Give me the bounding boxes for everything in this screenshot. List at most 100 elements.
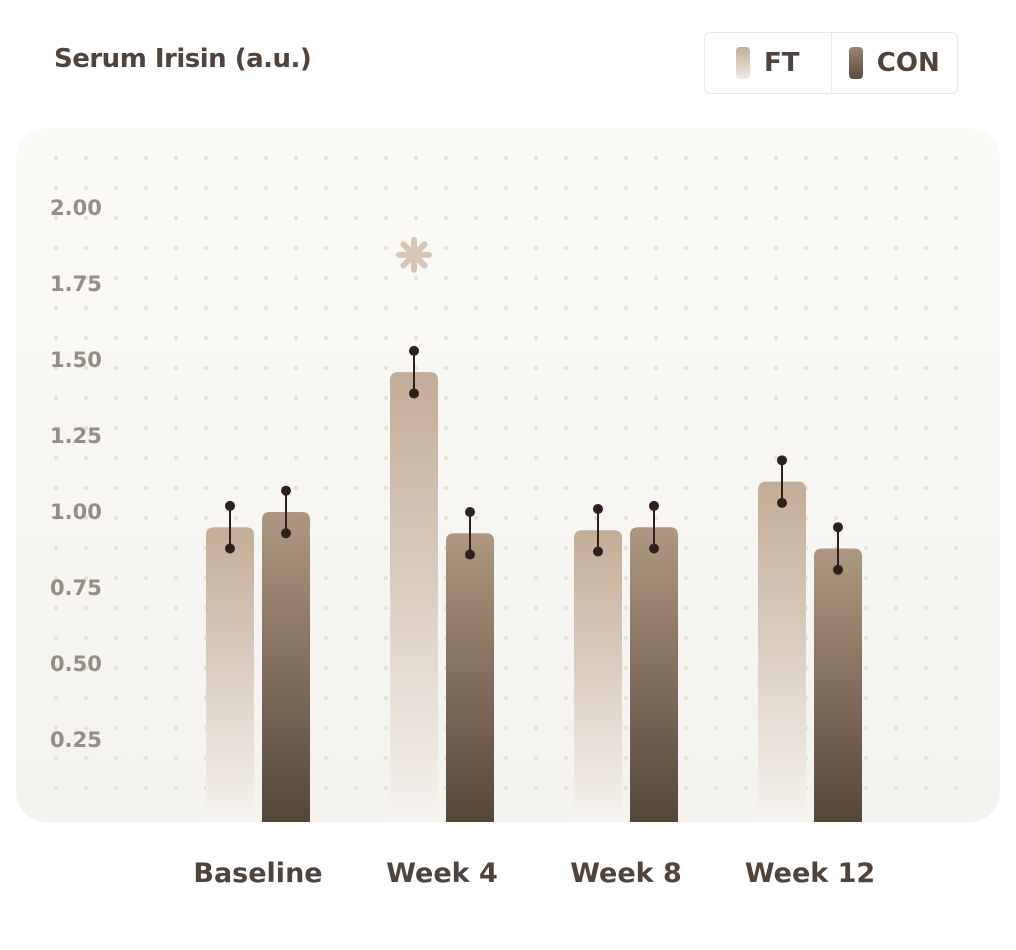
grid-dot: [923, 755, 929, 761]
grid-dot: [53, 305, 59, 311]
error-cap-bottom: [649, 543, 659, 554]
significance-star-icon: [396, 236, 432, 273]
bar-group-ft: [206, 500, 254, 822]
grid-dot: [53, 545, 59, 551]
bar-ft[interactable]: [206, 527, 254, 822]
grid-dot: [323, 545, 329, 551]
bar-con[interactable]: [262, 512, 310, 822]
grid-dot: [503, 605, 509, 611]
bar-ft[interactable]: [574, 530, 622, 822]
bar-con[interactable]: [630, 527, 678, 822]
grid-dot: [353, 635, 359, 641]
bar-con[interactable]: [446, 533, 494, 822]
grid-dot: [773, 455, 779, 461]
grid-dot: [683, 215, 689, 221]
grid-dot: [863, 365, 869, 371]
grid-dot: [443, 365, 449, 371]
grid-dot: [953, 515, 959, 521]
bar-con[interactable]: [814, 548, 862, 822]
grid-dot: [743, 425, 749, 431]
grid-dot: [533, 365, 539, 371]
chart-title: Serum Irisin (a.u.): [54, 44, 312, 74]
grid-dot: [173, 575, 179, 581]
grid-dot: [263, 455, 269, 461]
grid-dot: [833, 215, 839, 221]
grid-dot: [533, 455, 539, 461]
grid-dot: [263, 185, 269, 191]
grid-dot: [173, 275, 179, 281]
grid-dot: [563, 425, 569, 431]
grid-dot: [443, 485, 449, 491]
grid-dot: [623, 785, 629, 791]
grid-dot: [143, 515, 149, 521]
grid-dot: [503, 755, 509, 761]
grid-dot: [653, 395, 659, 401]
grid-dot: [563, 545, 569, 551]
grid-dot: [863, 185, 869, 191]
grid-dot: [683, 395, 689, 401]
grid-dot: [923, 785, 929, 791]
grid-dot: [953, 605, 959, 611]
grid-dot: [503, 305, 509, 311]
grid-dot: [893, 665, 899, 671]
legend: FT CON: [704, 32, 958, 94]
grid-dot: [503, 275, 509, 281]
error-cap-top: [225, 500, 235, 511]
grid-dot: [593, 425, 599, 431]
grid-dot: [953, 455, 959, 461]
grid-dot: [83, 665, 89, 671]
bar-ft[interactable]: [758, 481, 806, 822]
grid-dot: [713, 575, 719, 581]
bar-ft[interactable]: [390, 372, 438, 822]
grid-dot: [473, 335, 479, 341]
grid-dot: [863, 725, 869, 731]
grid-dot: [953, 665, 959, 671]
legend-item-ft[interactable]: FT: [705, 33, 831, 93]
grid-dot: [173, 305, 179, 311]
grid-dot: [563, 215, 569, 221]
grid-dot: [683, 755, 689, 761]
grid-dot: [743, 455, 749, 461]
grid-dot: [623, 245, 629, 251]
grid-dot: [323, 515, 329, 521]
grid-dot: [563, 245, 569, 251]
grid-dot: [53, 365, 59, 371]
grid-dot: [473, 425, 479, 431]
grid-dot: [953, 575, 959, 581]
grid-dot: [713, 755, 719, 761]
grid-dot: [863, 755, 869, 761]
grid-dot: [323, 605, 329, 611]
grid-dot: [683, 365, 689, 371]
grid-dot: [143, 575, 149, 581]
grid-dot: [833, 485, 839, 491]
grid-dot: [563, 335, 569, 341]
legend-item-con[interactable]: CON: [830, 33, 958, 93]
bar-group-con: [814, 522, 862, 822]
grid-dot: [713, 245, 719, 251]
grid-dot: [803, 455, 809, 461]
grid-dot: [173, 425, 179, 431]
grid-dot: [83, 185, 89, 191]
grid-dot: [683, 335, 689, 341]
grid-dot: [893, 635, 899, 641]
grid-dot: [83, 785, 89, 791]
grid-dot: [143, 785, 149, 791]
grid-dot: [113, 665, 119, 671]
grid-dot: [203, 365, 209, 371]
grid-dot: [773, 215, 779, 221]
grid-dot: [653, 455, 659, 461]
grid-dot: [893, 395, 899, 401]
grid-dot: [863, 665, 869, 671]
grid-dot: [53, 425, 59, 431]
grid-dot: [953, 635, 959, 641]
grid-dot: [173, 245, 179, 251]
grid-dot: [83, 755, 89, 761]
grid-dot: [233, 155, 239, 161]
legend-swatch-con: [848, 47, 863, 79]
grid-dot: [623, 755, 629, 761]
grid-dot: [53, 485, 59, 491]
grid-dot: [113, 515, 119, 521]
grid-dot: [143, 365, 149, 371]
grid-dot: [473, 215, 479, 221]
grid-dot: [803, 275, 809, 281]
